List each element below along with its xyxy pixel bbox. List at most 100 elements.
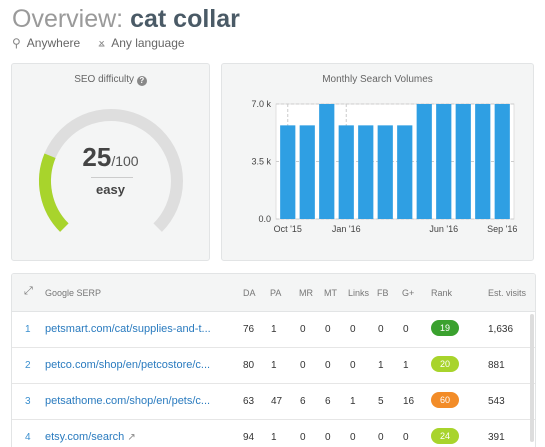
- bar: [358, 125, 374, 219]
- row-number: 4: [25, 432, 31, 443]
- expand-icon[interactable]: ⤢: [24, 285, 33, 297]
- header-pa[interactable]: PA: [270, 288, 282, 298]
- header-gplus[interactable]: G+: [402, 288, 415, 298]
- cell-mr: 6: [300, 396, 306, 407]
- y-tick-label: 7.0 k: [251, 99, 271, 109]
- cell-visits: 391: [488, 432, 505, 443]
- bar: [319, 104, 335, 219]
- difficulty-score: 25/100: [82, 142, 139, 172]
- result-link[interactable]: etsy.com/search ↗: [45, 431, 136, 443]
- cell-fb: 0: [378, 432, 384, 443]
- translate-icon: ⨱: [98, 35, 106, 49]
- cell-gplus: 0: [403, 432, 409, 443]
- cell-fb: 0: [378, 324, 384, 335]
- header-mr[interactable]: MR: [299, 288, 313, 298]
- rank-badge: 20: [431, 356, 459, 372]
- difficulty-gauge: [39, 109, 183, 232]
- table-row: 3 petsathome.com/shop/en/pets/c... 63 47…: [12, 383, 535, 420]
- bar: [494, 104, 510, 219]
- result-link[interactable]: petco.com/shop/en/petcostore/c...: [45, 359, 211, 371]
- bar: [455, 104, 471, 219]
- x-tick-label: Sep '16: [487, 224, 517, 234]
- filters-bar: ⚲ Anywhere ⨱ Any language: [12, 35, 185, 50]
- bar: [280, 125, 296, 219]
- bar: [338, 125, 354, 219]
- language-filter[interactable]: Any language: [111, 35, 185, 50]
- location-filter[interactable]: Anywhere: [26, 35, 81, 50]
- cell-mr: 0: [300, 360, 306, 371]
- bar: [397, 125, 413, 219]
- cell-pa: 47: [271, 396, 283, 407]
- cell-da: 80: [243, 360, 255, 371]
- gauge-fill: [39, 153, 69, 232]
- table-row: 2 petco.com/shop/en/petcostore/c... 80 1…: [12, 347, 535, 384]
- cell-mt: 0: [325, 360, 331, 371]
- cell-links: 0: [350, 324, 356, 335]
- result-link[interactable]: petsathome.com/shop/en/pets/c...: [45, 395, 211, 407]
- cell-mr: 0: [300, 432, 306, 443]
- cell-mt: 0: [325, 324, 331, 335]
- header-rank[interactable]: Rank: [431, 288, 453, 298]
- cell-da: 94: [243, 432, 255, 443]
- rank-badge: 24: [431, 428, 459, 444]
- page-title: Overview: cat collar: [12, 4, 240, 34]
- search-volume-panel: Monthly Search Volumes 0.0 3.5 k 7.0 k Oct …: [221, 63, 534, 261]
- header-da[interactable]: DA: [243, 288, 256, 298]
- x-tick-label: Oct '15: [274, 224, 302, 234]
- header-fb[interactable]: FB: [377, 288, 389, 298]
- cell-fb: 5: [378, 396, 384, 407]
- y-tick-label: 0.0: [258, 214, 271, 224]
- title-prefix: Overview:: [12, 5, 124, 33]
- table-scrollbar[interactable]: [530, 314, 534, 442]
- cell-gplus: 0: [403, 324, 409, 335]
- cell-pa: 1: [271, 432, 277, 443]
- cell-pa: 1: [271, 360, 277, 371]
- cell-mt: 0: [325, 432, 331, 443]
- cell-gplus: 16: [403, 396, 415, 407]
- cell-links: 0: [350, 360, 356, 371]
- header-links[interactable]: Links: [348, 288, 370, 298]
- plot-area: [275, 103, 515, 220]
- cell-da: 76: [243, 324, 255, 335]
- rank-badge: 60: [431, 392, 459, 408]
- score-divider: [91, 177, 133, 178]
- cell-visits: 1,636: [488, 324, 514, 335]
- serp-table: ⤢ Google SERP DA PA MR MT Links FB G+ Ra…: [11, 273, 536, 447]
- cell-links: 1: [350, 396, 356, 407]
- row-number: 3: [25, 396, 31, 407]
- bar: [377, 125, 393, 219]
- bar: [436, 104, 452, 219]
- chart-title: Monthly Search Volumes: [322, 74, 433, 85]
- table-row: 4 etsy.com/search ↗ 94 1 0 0 0 0 0 24 39…: [12, 419, 535, 447]
- search-volume-chart: 0.0 3.5 k 7.0 k Oct '15 Jan '16 Jun '16 Sep '1…: [251, 99, 517, 234]
- header-visits[interactable]: Est. visits: [488, 288, 527, 298]
- cell-visits: 543: [488, 396, 505, 407]
- bar: [299, 125, 315, 219]
- row-number: 2: [25, 360, 31, 371]
- y-tick-label: 3.5 k: [251, 157, 271, 167]
- external-link-icon: ↗: [127, 432, 136, 443]
- cell-da: 63: [243, 396, 255, 407]
- row-number: 1: [25, 324, 31, 335]
- header-mt[interactable]: MT: [324, 288, 337, 298]
- table-header: ⤢ Google SERP DA PA MR MT Links FB G+ Ra…: [12, 274, 535, 312]
- table-row: 1 petsmart.com/cat/supplies-and-t... 76 …: [12, 311, 535, 348]
- bar: [416, 104, 432, 219]
- title-keyword: cat collar: [130, 5, 240, 33]
- x-tick-label: Jun '16: [429, 224, 458, 234]
- cell-mr: 0: [300, 324, 306, 335]
- cell-pa: 1: [271, 324, 277, 335]
- seo-difficulty-title: SEO difficulty ?: [12, 74, 209, 86]
- help-icon[interactable]: ?: [136, 76, 147, 86]
- x-tick-label: Jan '16: [332, 224, 361, 234]
- difficulty-label: easy: [96, 182, 125, 197]
- seo-difficulty-panel: SEO difficulty ? 25/100 easy: [11, 63, 210, 261]
- result-link[interactable]: petsmart.com/cat/supplies-and-t...: [45, 323, 211, 335]
- cell-gplus: 1: [403, 360, 409, 371]
- cell-links: 0: [350, 432, 356, 443]
- rank-badge: 19: [431, 320, 459, 336]
- header-serp: Google SERP: [45, 288, 102, 298]
- bar: [475, 104, 491, 219]
- location-pin-icon: ⚲: [12, 35, 21, 50]
- cell-visits: 881: [488, 360, 505, 371]
